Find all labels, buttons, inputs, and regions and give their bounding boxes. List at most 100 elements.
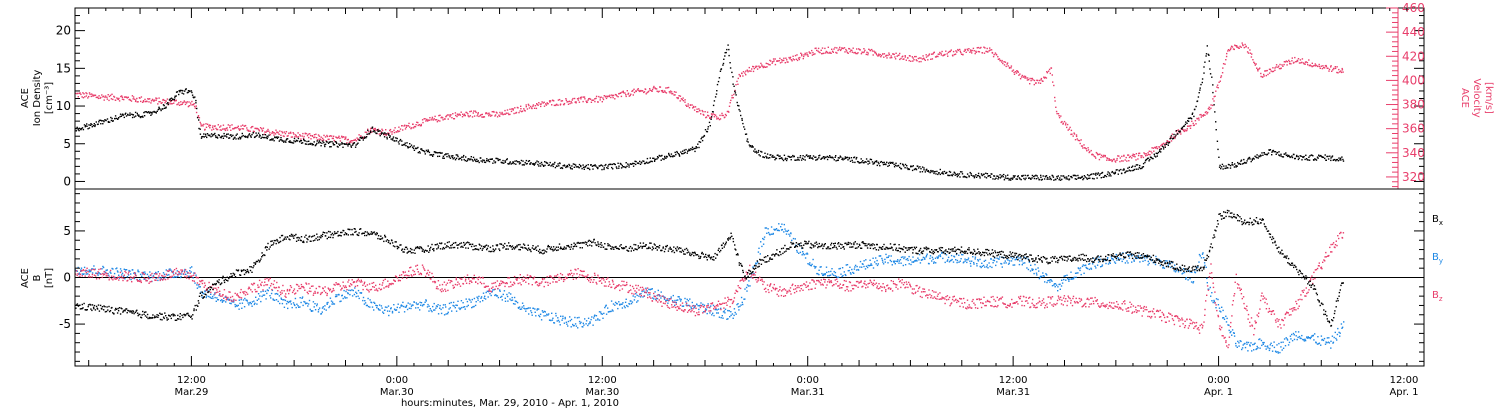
density-point — [226, 136, 228, 138]
by-point — [863, 265, 865, 268]
velocity-point — [1066, 123, 1069, 126]
density-point — [936, 170, 938, 173]
density-point — [1227, 167, 1229, 169]
density-point — [1229, 164, 1232, 167]
by-point — [1021, 264, 1023, 266]
by-point — [804, 257, 807, 259]
by-point — [600, 313, 602, 315]
by-point — [1100, 266, 1102, 268]
velocity-point — [1124, 159, 1126, 161]
density-point — [324, 143, 327, 145]
by-point — [557, 317, 559, 319]
density-point — [510, 163, 512, 165]
velocity-point — [124, 96, 126, 98]
by-point — [720, 317, 722, 319]
velocity-point — [1269, 68, 1272, 71]
velocity-point — [687, 103, 689, 105]
density-point — [985, 177, 988, 179]
velocity-point — [536, 103, 538, 106]
density-point — [788, 155, 790, 158]
velocity-point — [710, 113, 713, 115]
velocity-point — [1280, 67, 1282, 69]
density-point — [1333, 159, 1335, 161]
velocity-point — [1024, 75, 1027, 78]
density-point — [673, 155, 676, 157]
by-point — [390, 308, 392, 310]
by-point — [702, 303, 704, 306]
velocity-point — [546, 102, 548, 104]
density-point — [198, 127, 200, 130]
velocity-point — [1090, 149, 1092, 152]
by-point — [1038, 270, 1040, 272]
velocity-point — [649, 89, 651, 91]
by-point — [1235, 342, 1237, 345]
by-point — [1090, 267, 1092, 269]
velocity-point — [807, 55, 809, 57]
by-point — [675, 301, 677, 304]
by-point — [931, 256, 934, 259]
velocity-point — [712, 113, 714, 115]
density-point — [392, 136, 395, 138]
velocity-point — [737, 83, 739, 85]
density-point — [307, 143, 309, 146]
velocity-point — [578, 97, 580, 99]
velocity-point — [370, 127, 372, 130]
density-point — [815, 156, 817, 158]
by-point — [619, 304, 621, 306]
density-point — [210, 136, 212, 138]
by-point — [322, 306, 324, 308]
density-point — [793, 155, 795, 157]
by-point — [520, 308, 523, 310]
velocity-point — [1227, 50, 1229, 52]
velocity-point — [964, 49, 966, 51]
density-point — [107, 121, 110, 123]
velocity-point — [871, 50, 874, 52]
by-point — [200, 291, 202, 293]
density-point — [104, 119, 106, 121]
density-point — [626, 165, 628, 167]
density-point — [926, 170, 929, 172]
velocity-point — [171, 103, 173, 105]
density-point — [632, 162, 634, 165]
by-point — [257, 293, 260, 295]
by-point — [444, 304, 446, 306]
density-point — [660, 159, 662, 161]
by-point — [280, 297, 282, 299]
velocity-point — [410, 127, 412, 130]
velocity-point — [234, 127, 236, 129]
density-point — [1215, 129, 1217, 131]
density-point — [494, 161, 497, 163]
velocity-point — [290, 136, 293, 138]
density-point — [878, 163, 880, 165]
velocity-point — [1334, 66, 1336, 68]
by-point — [1182, 268, 1185, 270]
by-point — [1191, 271, 1193, 273]
by-point — [1239, 340, 1241, 342]
density-point — [700, 138, 702, 140]
density-point — [1090, 173, 1093, 175]
density-point — [915, 167, 917, 170]
density-point — [98, 121, 100, 123]
density-point — [754, 148, 756, 150]
density-point — [152, 111, 154, 113]
by-point — [88, 271, 91, 273]
by-point — [1018, 257, 1020, 259]
density-point — [1299, 155, 1301, 157]
velocity-point — [640, 89, 642, 92]
density-point — [738, 105, 740, 107]
density-point — [764, 152, 766, 154]
by-point — [737, 303, 739, 305]
velocity-point — [512, 108, 514, 110]
velocity-point — [412, 123, 414, 125]
density-point — [466, 159, 469, 161]
density-point — [1156, 155, 1158, 157]
velocity-point — [1026, 79, 1029, 81]
density-point — [894, 164, 897, 166]
by-point — [897, 259, 899, 261]
density-point — [741, 117, 743, 120]
by-point — [286, 300, 288, 303]
density-point — [526, 162, 528, 165]
velocity-point — [1122, 160, 1124, 162]
by-point — [1033, 272, 1035, 275]
velocity-point — [1318, 65, 1321, 68]
